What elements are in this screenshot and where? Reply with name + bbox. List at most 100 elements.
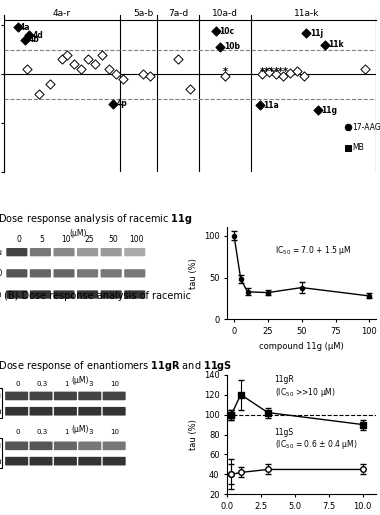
Text: 5a-b: 5a-b	[133, 9, 154, 19]
Text: 25: 25	[85, 235, 94, 244]
FancyBboxPatch shape	[103, 391, 126, 400]
Text: Hsp70: Hsp70	[0, 269, 3, 278]
Text: 4p: 4p	[117, 99, 127, 108]
Text: (C) Dose response of enantiomers $\mathbf{11gR}$ and $\mathbf{11gS}$: (C) Dose response of enantiomers $\mathb…	[0, 359, 233, 373]
Text: (μM): (μM)	[71, 376, 89, 385]
Text: (B) Dose response analysis of racemic $\mathbf{11g}$: (B) Dose response analysis of racemic $\…	[0, 212, 193, 226]
FancyBboxPatch shape	[30, 248, 51, 256]
Y-axis label: tau (%): tau (%)	[189, 258, 198, 289]
Text: 5: 5	[40, 235, 45, 244]
FancyBboxPatch shape	[30, 290, 51, 299]
Text: 10a-d: 10a-d	[212, 9, 238, 19]
Text: 0: 0	[15, 429, 20, 435]
Point	[24, 65, 30, 74]
Point	[112, 70, 119, 78]
Text: 50: 50	[108, 235, 118, 244]
FancyBboxPatch shape	[103, 441, 126, 450]
Text: 11j: 11j	[310, 28, 323, 38]
FancyBboxPatch shape	[54, 457, 77, 466]
Text: 11gS
(IC$_{50}$ = 0.6 ± 0.4 μM): 11gS (IC$_{50}$ = 0.6 ± 0.4 μM)	[275, 427, 357, 452]
Point	[315, 106, 321, 114]
Point	[36, 90, 42, 98]
Text: *: *	[269, 67, 274, 77]
Point	[15, 23, 21, 31]
Text: 11gR
(IC$_{50}$ >>10 μM): 11gR (IC$_{50}$ >>10 μM)	[275, 375, 336, 399]
FancyBboxPatch shape	[54, 391, 77, 400]
FancyBboxPatch shape	[124, 290, 145, 299]
Text: 4a: 4a	[20, 23, 31, 32]
FancyBboxPatch shape	[30, 269, 51, 278]
Point	[322, 41, 328, 49]
FancyBboxPatch shape	[77, 290, 98, 299]
Text: 1: 1	[64, 381, 68, 387]
Text: 3: 3	[88, 429, 93, 435]
Text: Actin: Actin	[0, 457, 2, 466]
Point	[273, 70, 279, 78]
FancyBboxPatch shape	[54, 407, 77, 416]
FancyBboxPatch shape	[5, 391, 28, 400]
Text: Actin: Actin	[0, 290, 3, 299]
Text: Actin: Actin	[0, 407, 2, 416]
Text: Tau: Tau	[0, 441, 2, 450]
Text: *: *	[278, 67, 283, 77]
Text: Tau: Tau	[0, 391, 2, 401]
FancyBboxPatch shape	[54, 248, 74, 256]
Text: *: *	[283, 67, 288, 77]
FancyBboxPatch shape	[5, 407, 28, 416]
Text: *: *	[264, 67, 269, 77]
Text: 0.3: 0.3	[36, 429, 48, 435]
Text: 10: 10	[110, 429, 119, 435]
Text: 0: 0	[16, 235, 21, 244]
FancyBboxPatch shape	[6, 248, 27, 256]
FancyBboxPatch shape	[30, 407, 52, 416]
Text: (B) Dose response analysis of racemic: (B) Dose response analysis of racemic	[4, 291, 194, 301]
FancyBboxPatch shape	[101, 248, 122, 256]
FancyBboxPatch shape	[6, 269, 27, 278]
Point	[212, 27, 218, 35]
Point	[259, 70, 265, 78]
Point	[22, 36, 28, 44]
FancyBboxPatch shape	[101, 269, 122, 278]
Text: 10: 10	[61, 235, 71, 244]
Text: (μM): (μM)	[70, 229, 87, 238]
FancyBboxPatch shape	[5, 457, 28, 466]
Point	[294, 67, 300, 75]
Point	[345, 144, 351, 152]
FancyBboxPatch shape	[103, 407, 126, 416]
FancyBboxPatch shape	[54, 441, 77, 450]
Point	[217, 43, 223, 51]
FancyBboxPatch shape	[77, 269, 98, 278]
Point	[47, 80, 53, 88]
Point	[280, 72, 286, 80]
Point	[84, 56, 90, 64]
Text: 17-AAG: 17-AAG	[352, 123, 380, 131]
Point	[78, 65, 84, 74]
X-axis label: compound 11g (μM): compound 11g (μM)	[259, 341, 344, 351]
FancyBboxPatch shape	[30, 457, 52, 466]
Text: 4a-r: 4a-r	[53, 9, 71, 19]
FancyBboxPatch shape	[78, 407, 101, 416]
Point	[119, 75, 125, 83]
FancyBboxPatch shape	[30, 391, 52, 400]
Point	[187, 85, 193, 93]
Text: 100: 100	[129, 235, 144, 244]
Point	[266, 68, 272, 76]
FancyBboxPatch shape	[54, 290, 74, 299]
FancyBboxPatch shape	[124, 269, 145, 278]
Text: IC$_{50}$ = 7.0 + 1.5 μM: IC$_{50}$ = 7.0 + 1.5 μM	[275, 244, 351, 257]
Text: 10b: 10b	[224, 42, 240, 52]
Text: 11a: 11a	[263, 101, 279, 110]
FancyBboxPatch shape	[77, 248, 98, 256]
FancyBboxPatch shape	[0, 388, 2, 418]
Point	[140, 70, 146, 78]
Text: 11k: 11k	[328, 40, 344, 49]
FancyBboxPatch shape	[0, 438, 2, 468]
Point	[222, 72, 228, 80]
FancyBboxPatch shape	[30, 441, 52, 450]
Text: *: *	[274, 67, 279, 77]
Y-axis label: tau (%): tau (%)	[189, 419, 198, 450]
Text: *: *	[222, 67, 227, 77]
FancyBboxPatch shape	[101, 290, 122, 299]
Text: MB: MB	[352, 143, 364, 152]
FancyBboxPatch shape	[54, 269, 74, 278]
